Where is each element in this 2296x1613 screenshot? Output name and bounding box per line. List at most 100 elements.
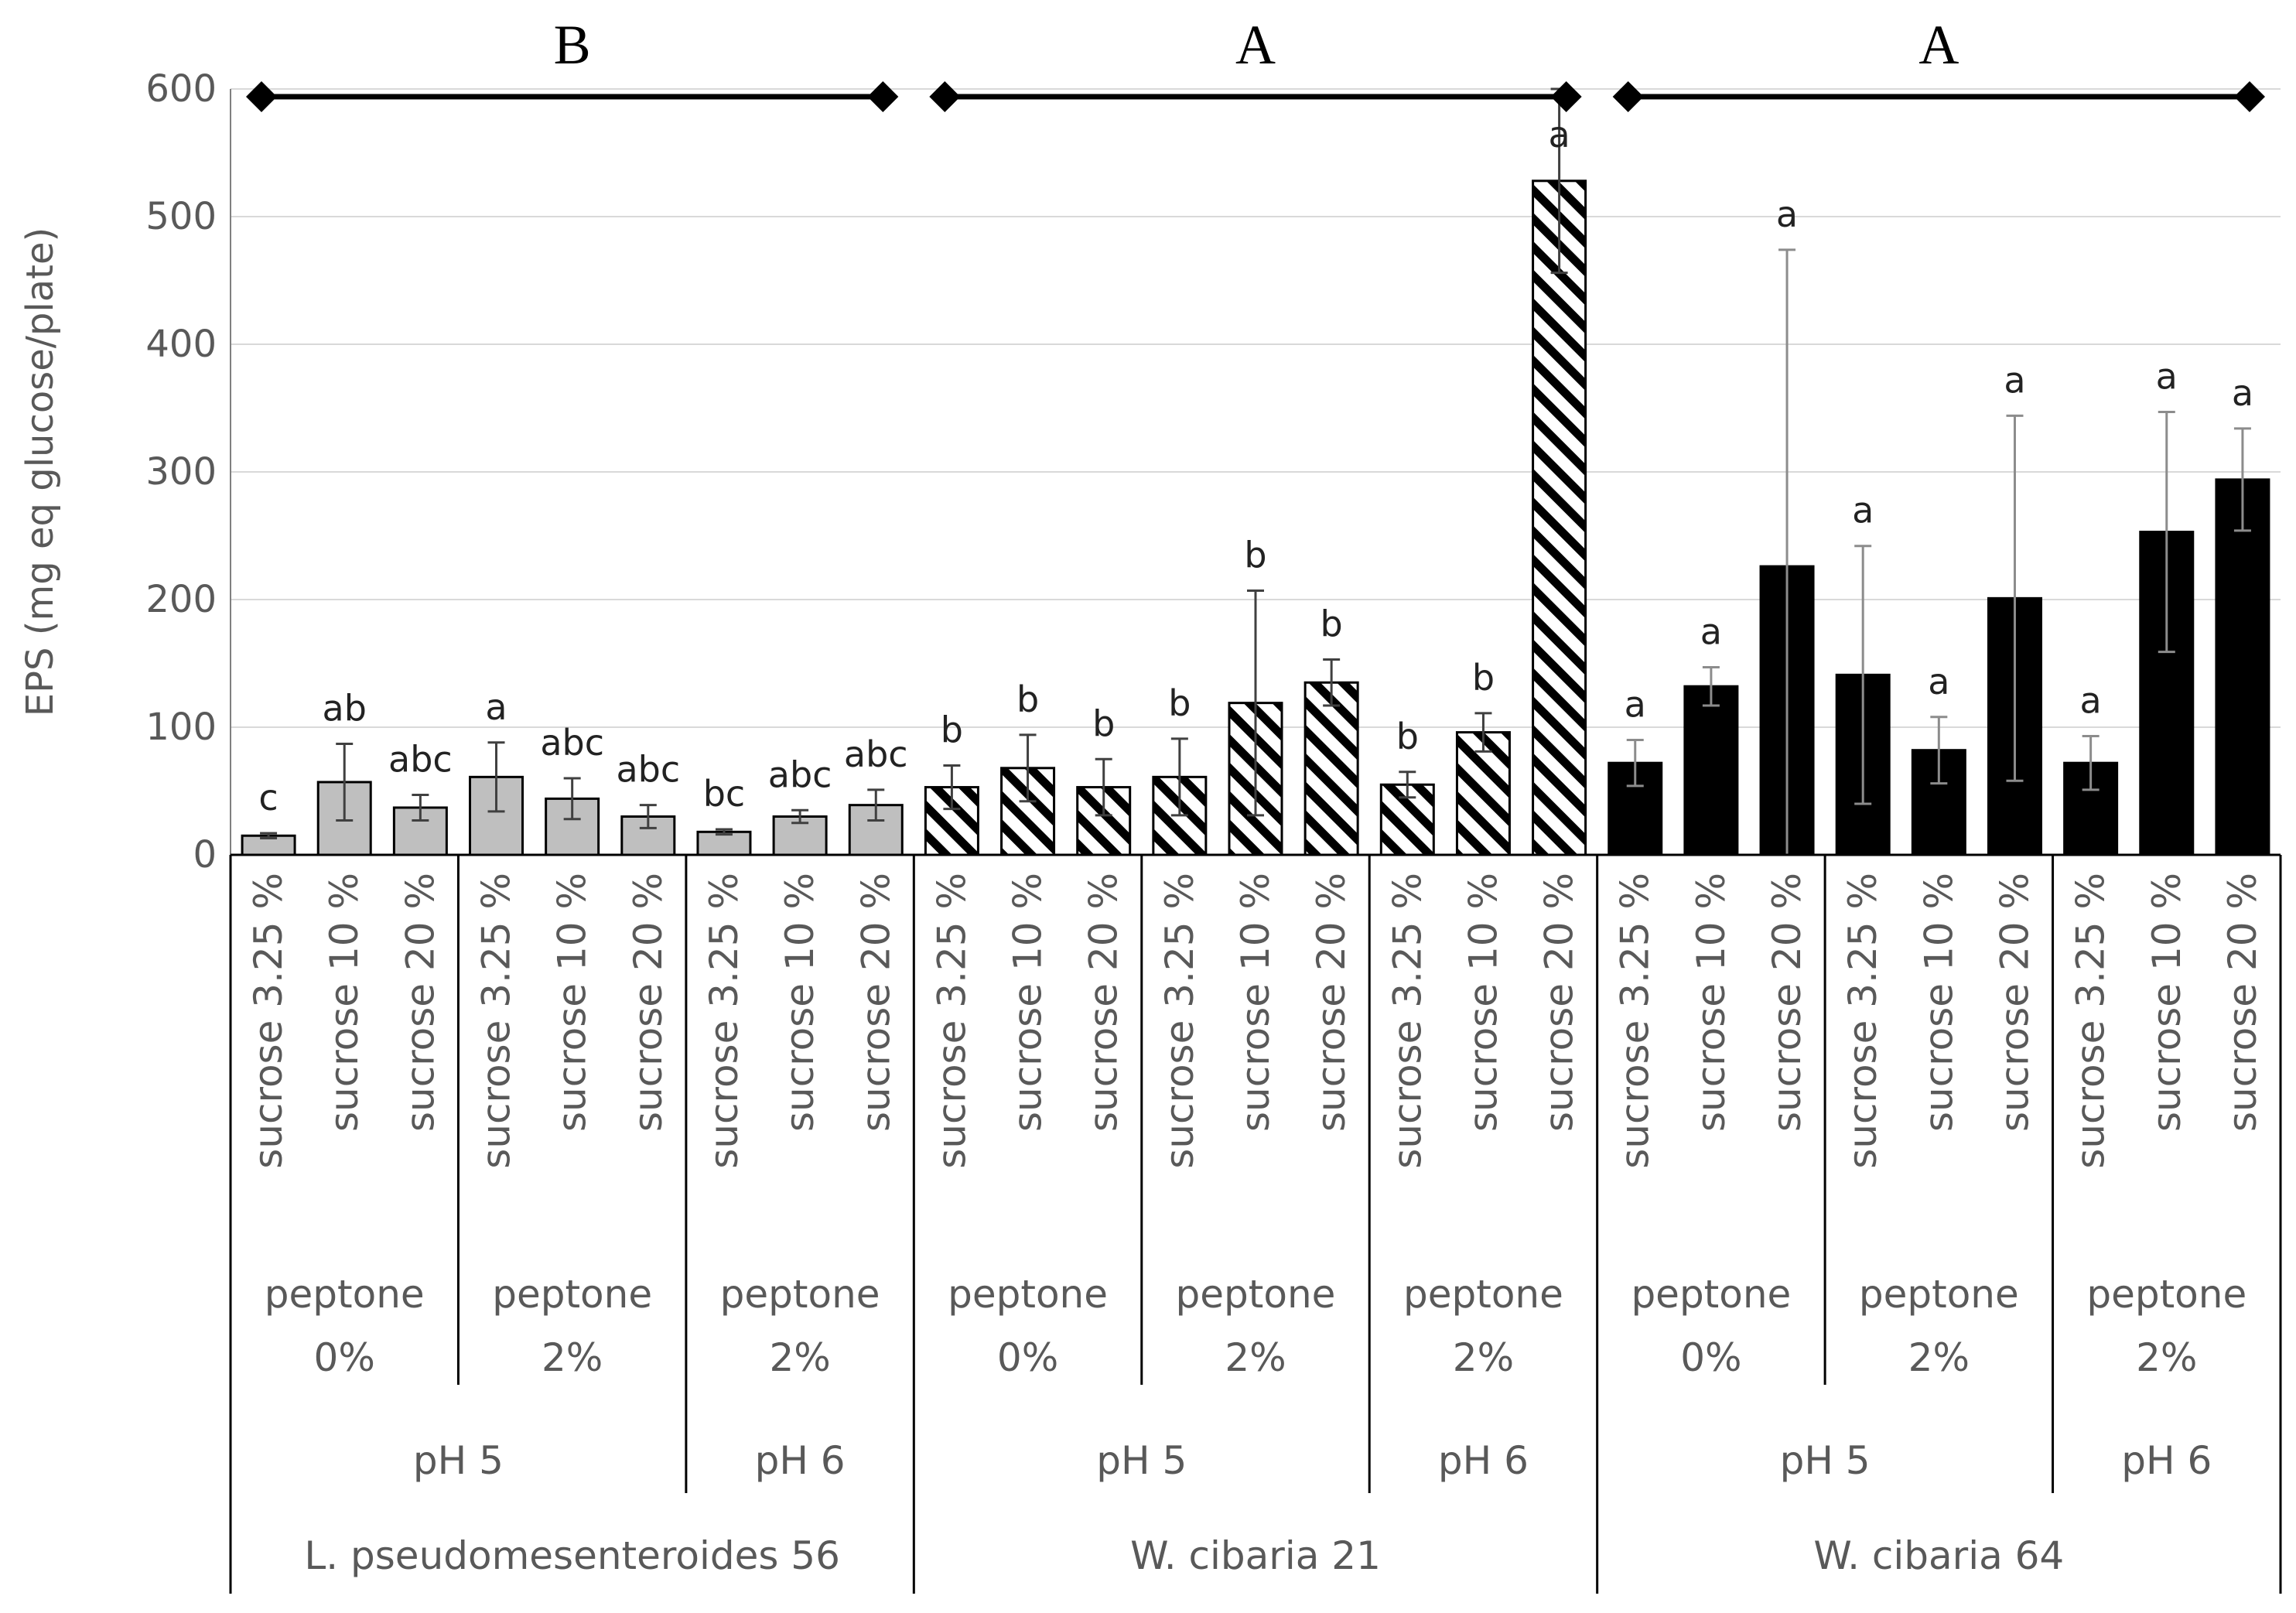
ph-label: pH 5 (1780, 1438, 1871, 1483)
bar (1532, 179, 1587, 856)
sucrose-label: sucrose 20 % (1537, 873, 1582, 1132)
diamond-marker (1612, 81, 1644, 112)
sucrose-label: sucrose 20 % (1765, 873, 1809, 1132)
significance-letter: a (1776, 193, 1798, 235)
peptone-percent-label: 0% (997, 1335, 1058, 1380)
peptone-label: peptone (1403, 1272, 1563, 1317)
y-tick-label: 200 (145, 578, 217, 621)
diamond-marker (929, 81, 961, 112)
sucrose-label: sucrose 3.25 % (2069, 873, 2113, 1169)
sucrose-label: sucrose 10 % (1233, 873, 1278, 1132)
sucrose-label: sucrose 20 % (1081, 873, 1126, 1132)
significance-letter: b (1244, 534, 1266, 576)
sucrose-label: sucrose 20 % (853, 873, 898, 1132)
diamond-marker (2234, 81, 2265, 112)
significance-letter: bc (703, 773, 746, 815)
peptone-label: peptone (720, 1272, 880, 1317)
significance-letter: c (258, 777, 278, 818)
peptone-label: peptone (2086, 1272, 2246, 1317)
strain-label: L. pseudomesenteroides 56 (304, 1533, 840, 1578)
sucrose-label: sucrose 10 % (1916, 873, 1961, 1132)
significance-letter: a (2232, 372, 2253, 414)
significance-letter: abc (616, 749, 680, 791)
sucrose-label: sucrose 10 % (1461, 873, 1505, 1132)
significance-letter: a (2080, 680, 2102, 722)
significance-letter: b (1168, 682, 1191, 724)
diamond-marker (867, 81, 899, 112)
significance-letter: ab (323, 687, 367, 729)
y-axis-title: EPS (mg eq glucose/plate) (19, 227, 62, 716)
significance-letter: abc (388, 738, 453, 780)
y-tick-label: 300 (145, 450, 217, 494)
peptone-label: peptone (1859, 1272, 2019, 1317)
peptone-label: peptone (948, 1272, 1108, 1317)
ph-label: pH 6 (1438, 1438, 1529, 1483)
y-tick-label: 600 (145, 67, 217, 111)
significance-letter: b (941, 709, 963, 751)
bar (1683, 685, 1739, 856)
sucrose-label: sucrose 10 % (550, 873, 595, 1132)
bar (1455, 731, 1511, 856)
peptone-label: peptone (1631, 1272, 1791, 1317)
sucrose-label: sucrose 3.25 % (1385, 873, 1430, 1169)
significance-letter: a (1852, 490, 1874, 531)
diamond-marker (1550, 81, 1582, 112)
significance-letter: b (1016, 678, 1039, 720)
significance-letter: abc (540, 722, 604, 764)
group-significance-letter: A (1235, 14, 1276, 76)
significance-letter: a (1625, 684, 1646, 726)
y-tick-label: 0 (193, 833, 217, 877)
sucrose-label: sucrose 3.25 % (474, 873, 519, 1169)
sucrose-label: sucrose 10 % (777, 873, 822, 1132)
sucrose-label: sucrose 10 % (2144, 873, 2189, 1132)
sucrose-label: sucrose 10 % (1689, 873, 1734, 1132)
peptone-label: peptone (1176, 1272, 1336, 1317)
group-significance-letter: A (1918, 14, 1959, 76)
ph-label: pH 6 (2121, 1438, 2212, 1483)
sucrose-label: sucrose 3.25 % (1157, 873, 1202, 1169)
y-tick-label: 100 (145, 706, 217, 749)
significance-letter: a (485, 686, 507, 728)
significance-letter: b (1396, 716, 1419, 757)
sucrose-label: sucrose 20 % (1992, 873, 2037, 1132)
sucrose-label: sucrose 20 % (2220, 873, 2265, 1132)
sucrose-label: sucrose 3.25 % (246, 873, 291, 1169)
sucrose-label: sucrose 10 % (322, 873, 367, 1132)
sucrose-label: sucrose 20 % (626, 873, 671, 1132)
peptone-percent-label: 0% (314, 1335, 375, 1380)
sucrose-label: sucrose 10 % (1006, 873, 1051, 1132)
significance-letter: b (1092, 702, 1115, 744)
bar (2215, 478, 2270, 856)
significance-letter: a (1928, 661, 1949, 702)
sucrose-label: sucrose 20 % (1309, 873, 1354, 1132)
peptone-percent-label: 2% (1225, 1335, 1286, 1380)
significance-letter: a (2156, 355, 2178, 397)
sucrose-label: sucrose 3.25 % (1613, 873, 1658, 1169)
significance-letter: abc (768, 754, 832, 795)
y-axis: 0 100 200 300 400 500 600 EPS (mg eq glucose/pl… (19, 67, 231, 877)
y-tick-label: 500 (145, 195, 217, 238)
peptone-percent-label: 2% (1908, 1335, 1970, 1380)
sucrose-label: sucrose 20 % (398, 873, 442, 1132)
significance-letter: a (1700, 610, 1722, 652)
significance-letter: b (1321, 603, 1343, 645)
y-tick-label: 400 (145, 323, 217, 366)
peptone-percent-label: 2% (2136, 1335, 2197, 1380)
significance-letter: abc (844, 733, 908, 775)
strain-label: W. cibaria 21 (1130, 1533, 1381, 1578)
peptone-percent-label: 2% (769, 1335, 830, 1380)
x-axis-category-table: sucrose 3.25 % sucrose 10 % sucrose 20 % su… (229, 853, 2282, 1594)
group-significance-letter: B (554, 14, 591, 76)
peptone-label: peptone (492, 1272, 652, 1317)
bar (1303, 681, 1359, 856)
significance-letter: b (1472, 657, 1495, 699)
sucrose-label: sucrose 3.25 % (929, 873, 974, 1169)
peptone-label: peptone (265, 1272, 425, 1317)
sucrose-label: sucrose 3.25 % (702, 873, 747, 1169)
significance-letter: a (1548, 114, 1570, 155)
peptone-percent-label: 2% (1453, 1335, 1514, 1380)
diamond-marker (246, 81, 277, 112)
